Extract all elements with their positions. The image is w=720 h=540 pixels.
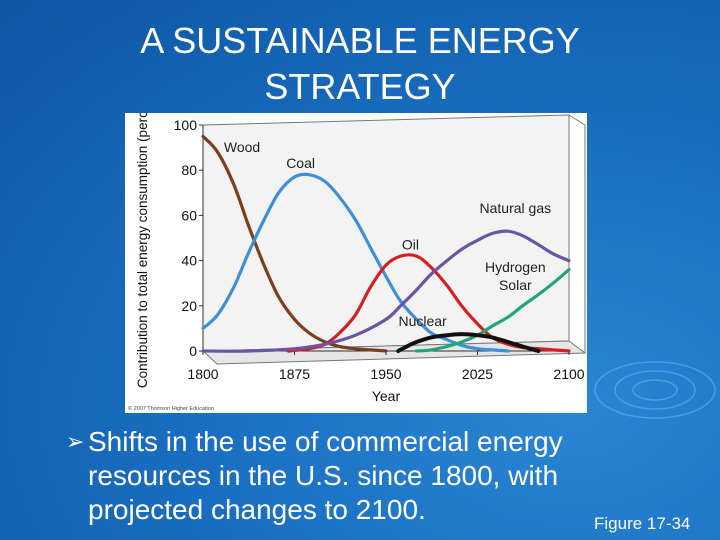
series-label-coal: Coal (286, 155, 315, 171)
series-label-natural-gas: Natural gas (480, 200, 552, 216)
bullet-point: ➢ Shifts in the use of commercial energy… (66, 425, 646, 527)
y-tick-label: 60 (181, 207, 197, 223)
bullet-arrow-icon: ➢ (66, 429, 85, 454)
x-tick-label: 1800 (187, 366, 218, 382)
y-tick-label: 0 (189, 343, 197, 359)
series-line-natural-gas (201, 229, 571, 353)
y-axis-label: Contribution to total energy consumption… (135, 113, 150, 388)
y-tick-label: 100 (174, 117, 198, 133)
x-tick-label: 1950 (370, 366, 401, 382)
energy-chart: 0 20 40 60 80 100 1800 1875 1950 2025 2100 Wood Coa… (128, 88, 587, 412)
figure-label: Figure 17-34 (594, 514, 691, 533)
x-tick-label: 2100 (553, 366, 584, 382)
series-label-nuclear: Nuclear (398, 313, 447, 329)
slide-title: A SUSTAINABLE ENERGY STRATEGY (0, 18, 720, 110)
y-tick-label: 20 (181, 298, 197, 314)
bullet-text: Shifts in the use of commercial energy r… (88, 426, 563, 525)
x-tick-label: 1875 (279, 366, 310, 382)
series-line-nuclear (396, 332, 541, 353)
series-label-hydrogen: Hydrogen (485, 259, 546, 275)
slide-title-line-1: A SUSTAINABLE ENERGY (140, 20, 580, 61)
chart-panel: 0 20 40 60 80 100 1800 1875 1950 2025 2100 Wood Coa… (125, 88, 587, 413)
y-tick-label: 40 (181, 253, 197, 269)
copyright-note: © 2007 Thomson Higher Education (128, 405, 214, 412)
y-tick-label: 80 (181, 162, 197, 178)
chart-depth-edge (568, 114, 586, 126)
series-line-hydrogen-solar (414, 268, 571, 353)
x-axis-label: Year (372, 388, 401, 404)
slide-title-line-2: STRATEGY (264, 66, 456, 107)
series-label-oil: Oil (402, 236, 419, 252)
series-label-wood: Wood (224, 139, 260, 155)
series-line-wood (201, 134, 388, 353)
x-tick-label: 2025 (462, 366, 493, 382)
series-label-solar: Solar (499, 277, 532, 293)
